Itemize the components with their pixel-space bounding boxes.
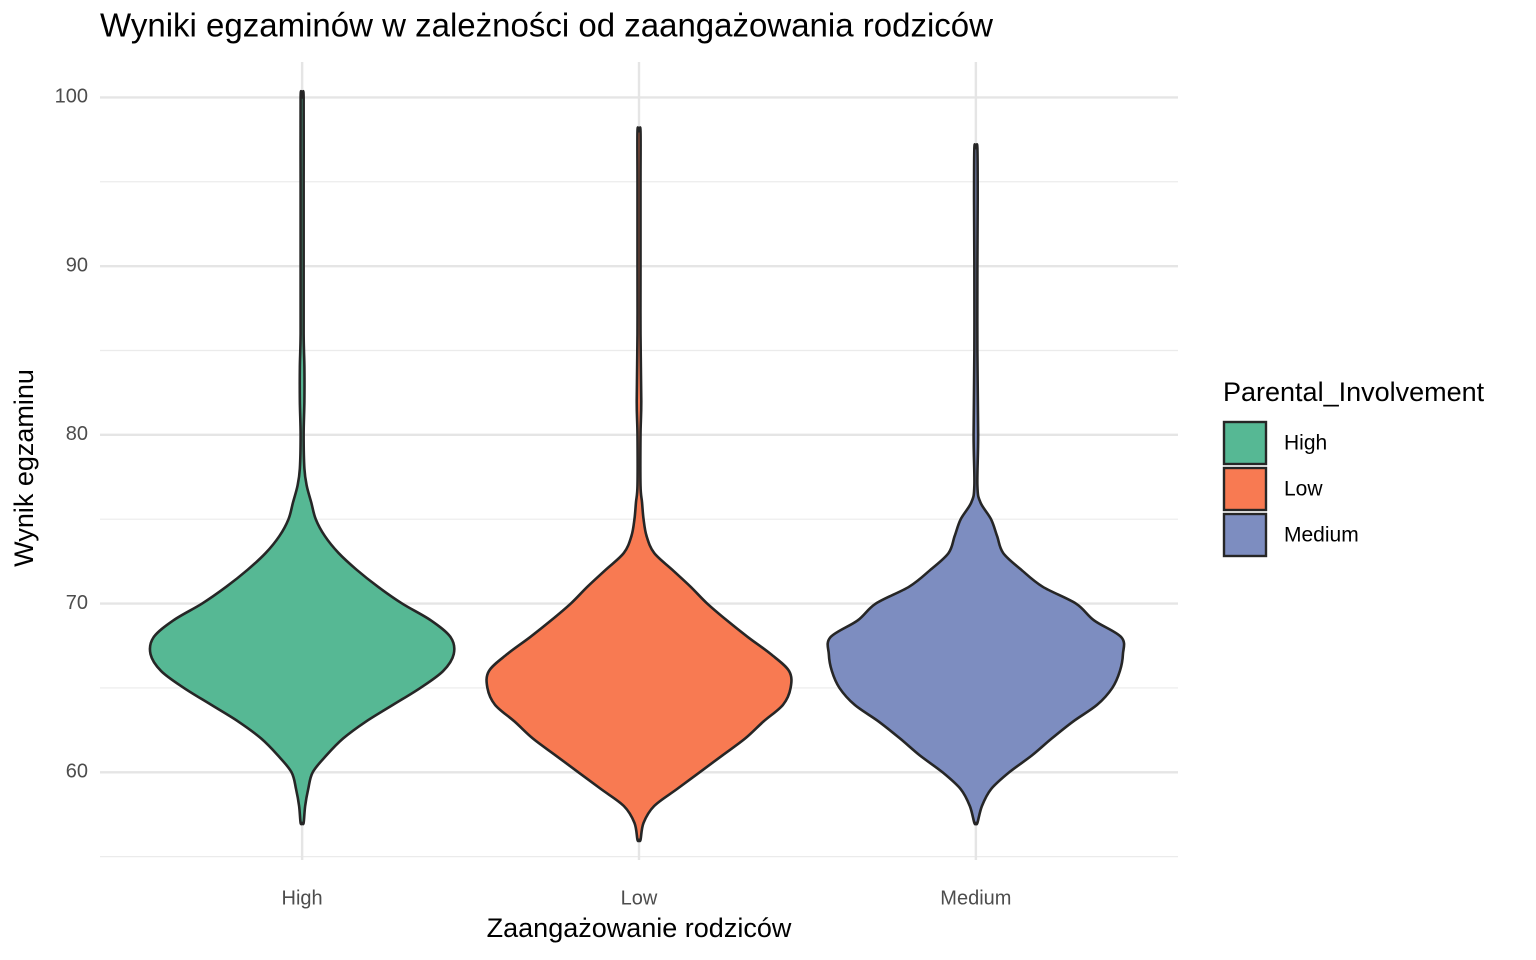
y-tick-label: 60	[66, 761, 88, 783]
x-tick-label: High	[282, 887, 323, 909]
legend-key	[1222, 420, 1268, 466]
legend-label: Medium	[1284, 524, 1359, 547]
legend-key	[1222, 466, 1268, 512]
y-axis-title: Wynik egzaminu	[9, 369, 39, 567]
legend-label: High	[1284, 432, 1327, 455]
y-tick-label: 90	[66, 254, 88, 276]
chart-title: Wyniki egzaminów w zależności od zaangaż…	[100, 7, 993, 44]
legend-title: Parental_Involvement	[1223, 377, 1485, 407]
y-tick-label: 100	[55, 86, 88, 108]
x-axis-title: Zaangażowanie rodziców	[487, 913, 792, 943]
violin	[826, 143, 1126, 826]
violin	[148, 89, 456, 826]
x-tick-label: Low	[621, 887, 658, 909]
y-tick-label: 80	[66, 423, 88, 445]
legend-key	[1222, 512, 1268, 558]
x-tick-label: Medium	[940, 887, 1011, 909]
y-tick-label: 70	[66, 592, 88, 614]
legend-label: Low	[1284, 478, 1323, 501]
violin	[485, 126, 793, 843]
